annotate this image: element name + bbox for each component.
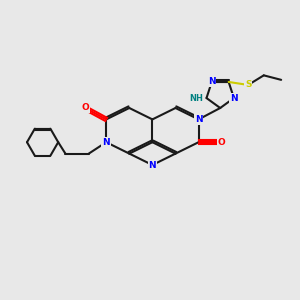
- Text: NH: NH: [189, 94, 203, 103]
- Text: O: O: [81, 103, 89, 112]
- Text: N: N: [148, 160, 156, 169]
- Text: N: N: [208, 77, 215, 86]
- Text: N: N: [230, 94, 238, 103]
- Text: N: N: [195, 115, 203, 124]
- Text: N: N: [102, 138, 110, 147]
- Text: O: O: [218, 138, 225, 147]
- Text: S: S: [245, 80, 251, 89]
